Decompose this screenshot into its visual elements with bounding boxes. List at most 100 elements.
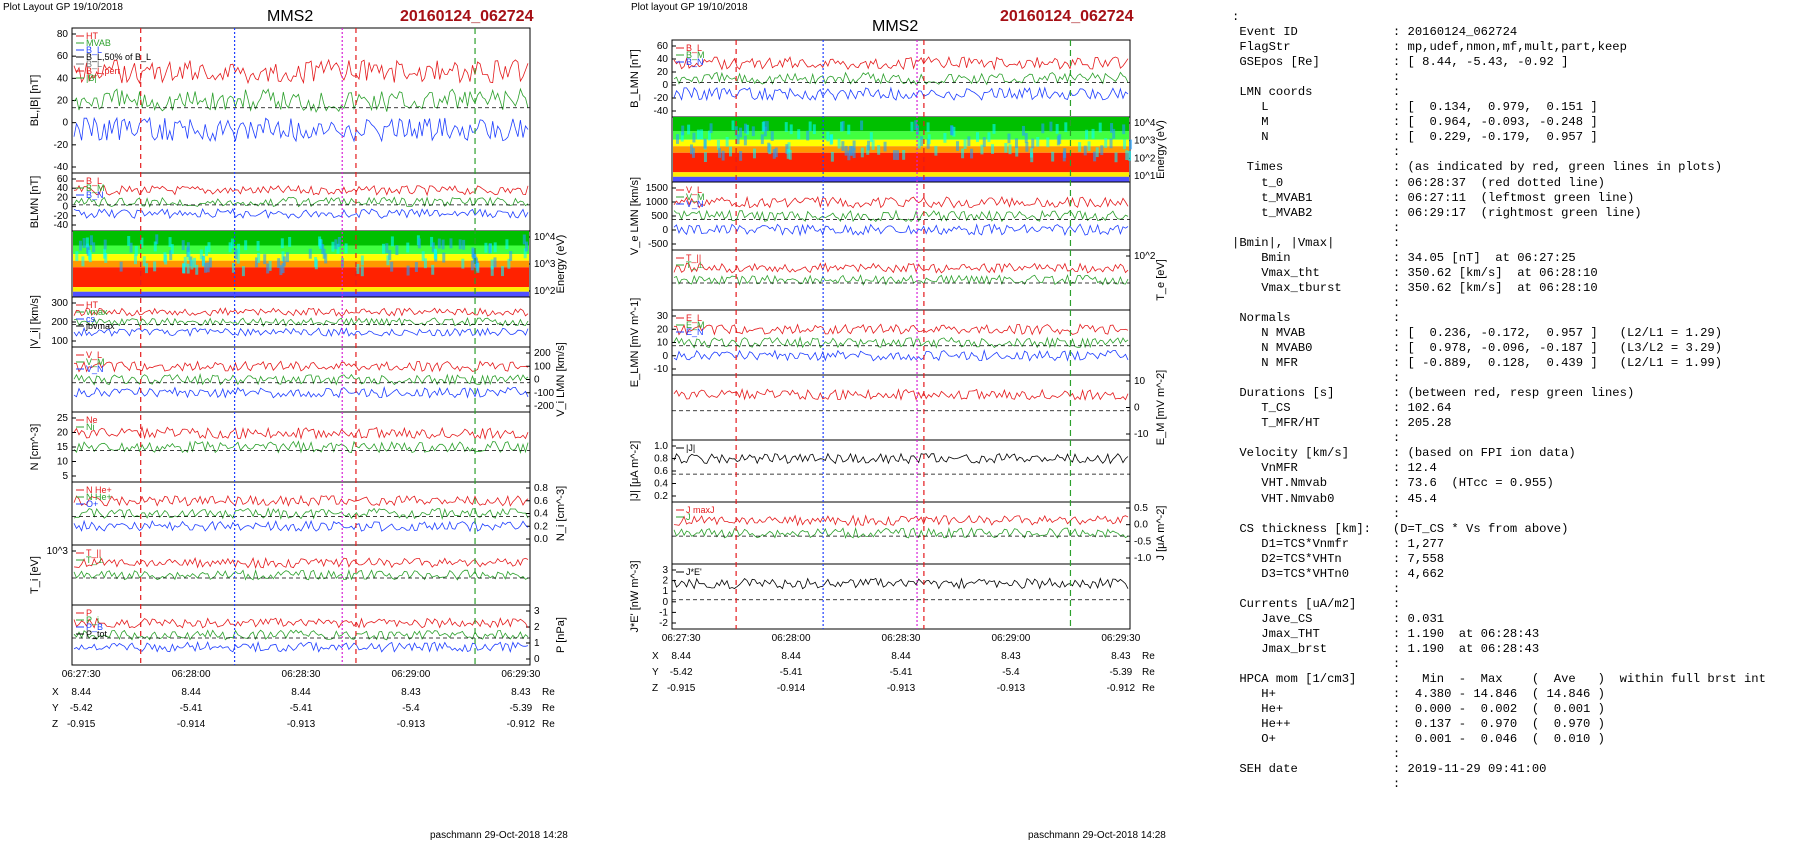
x-tick-label: 06:29:30 bbox=[501, 669, 540, 680]
spectrogram-speckle bbox=[752, 148, 756, 159]
legend-label: V_N bbox=[86, 364, 104, 374]
y-axis-label: Energy (eV) bbox=[1155, 120, 1167, 179]
y-tick-label: 0 bbox=[662, 597, 668, 608]
spectrogram-speckle bbox=[830, 134, 834, 144]
spectrogram-speckle bbox=[386, 255, 390, 266]
position-row-label: Z bbox=[652, 683, 658, 694]
legend-label: B_N bbox=[686, 57, 704, 67]
spectrogram-speckle bbox=[895, 150, 899, 160]
spectrogram-speckle bbox=[774, 147, 778, 158]
spectrogram-speckle bbox=[431, 264, 435, 275]
panel-7: 10^3 T_i [eV] T_||T_⊥ bbox=[29, 544, 531, 606]
spectrogram-speckle bbox=[263, 254, 267, 265]
spectrogram-speckle bbox=[314, 259, 318, 270]
series-line bbox=[73, 556, 529, 570]
spectrogram-speckle bbox=[692, 132, 696, 143]
spectrogram-speckle bbox=[255, 257, 259, 268]
info-line: : bbox=[1232, 70, 1401, 85]
spectrogram-speckle bbox=[1122, 124, 1126, 135]
spectrogram-speckle bbox=[133, 254, 137, 265]
spectrogram-speckle bbox=[344, 243, 348, 254]
y-axis-label: T_e [eV] bbox=[1155, 259, 1167, 301]
spectrogram-speckle bbox=[841, 141, 845, 151]
info-line: : bbox=[1232, 747, 1401, 762]
series-line bbox=[673, 452, 1129, 465]
spectrogram-speckle bbox=[509, 251, 513, 261]
legend-label: V_L bbox=[86, 350, 102, 360]
spectrogram-speckle bbox=[205, 246, 209, 257]
spectrogram-speckle bbox=[318, 238, 322, 249]
info-line: t_MVAB1 : 06:27:11 (leftmost green line) bbox=[1232, 190, 1635, 205]
position-row-label: Y bbox=[652, 667, 659, 678]
info-line: O+ : 0.001 - 0.046 ( 0.010 ) bbox=[1232, 732, 1605, 747]
info-line: Velocity [km/s] : (based on FPI ion data… bbox=[1232, 446, 1576, 461]
spectrogram-speckle bbox=[187, 250, 191, 261]
spectrogram-speckle bbox=[1078, 142, 1082, 152]
series-line bbox=[73, 385, 529, 399]
spectrogram-speckle bbox=[785, 144, 789, 154]
y-tick-label: 60 bbox=[657, 41, 669, 52]
spectrogram-speckle bbox=[1025, 142, 1029, 152]
spectrogram-speckle bbox=[787, 142, 791, 152]
series-line bbox=[73, 629, 529, 641]
position-value: 8.44 bbox=[181, 687, 201, 698]
info-line: Vmax_tburst : 350.62 [km/s] at 06:28:10 bbox=[1232, 280, 1598, 295]
panel-1: 10^4 10^3 10^2 10^1 Energy (eV) bbox=[671, 116, 1167, 183]
series-line bbox=[673, 348, 1129, 362]
legend-label: P_i bbox=[86, 615, 99, 625]
spectrogram-speckle bbox=[860, 147, 864, 158]
info-line: : bbox=[1232, 506, 1401, 521]
spectrogram-speckle bbox=[1109, 138, 1113, 149]
spectrogram-speckle bbox=[943, 133, 947, 143]
y-tick-label: 0.6 bbox=[654, 466, 668, 477]
info-line: : bbox=[1232, 220, 1401, 235]
info-line: Currents [uA/m2] : bbox=[1232, 596, 1401, 611]
series-line bbox=[73, 519, 529, 533]
position-row-label: Z bbox=[52, 719, 58, 730]
spectrogram-speckle bbox=[788, 149, 792, 160]
info-line: He+ : 0.000 - 0.002 ( 0.001 ) bbox=[1232, 702, 1605, 717]
series-line bbox=[73, 568, 529, 581]
spectrogram-speckle bbox=[975, 132, 979, 142]
position-value: -0.913 bbox=[287, 719, 316, 730]
position-value: 8.43 bbox=[401, 687, 421, 698]
y-tick-label: 10^1 bbox=[1134, 171, 1156, 182]
spectrogram-speckle bbox=[963, 139, 967, 150]
y-tick-label: -200 bbox=[534, 401, 554, 412]
spectrogram-speckle bbox=[423, 258, 427, 269]
info-line: t_0 : 06:28:37 (red dotted line) bbox=[1232, 175, 1605, 190]
spectrogram-speckle bbox=[675, 134, 679, 144]
position-value: -5.41 bbox=[180, 703, 203, 714]
spectrogram-speckle bbox=[493, 257, 497, 268]
middle-title: MMS2 bbox=[872, 18, 919, 35]
y-axis-label: |V_i| [km/s] bbox=[29, 295, 41, 349]
spectrogram-speckle bbox=[183, 256, 187, 267]
spectrogram-speckle bbox=[308, 248, 312, 259]
series-line bbox=[673, 86, 1129, 102]
y-tick-label: -40 bbox=[654, 106, 669, 117]
y-tick-label: 1500 bbox=[646, 183, 669, 194]
spectrogram-speckle bbox=[390, 261, 394, 272]
spectrogram-speckle bbox=[1055, 123, 1059, 134]
position-value: 8.44 bbox=[671, 651, 691, 662]
spectrogram-speckle bbox=[360, 266, 364, 277]
spectrogram-speckle bbox=[1014, 138, 1018, 149]
spectrogram-speckle bbox=[916, 125, 920, 136]
spectrogram-speckle bbox=[437, 238, 441, 249]
series-line bbox=[73, 640, 529, 654]
spectrogram-speckle bbox=[808, 121, 812, 132]
position-value: -0.912 bbox=[507, 719, 536, 730]
position-value: -5.42 bbox=[670, 667, 693, 678]
position-value: -5.42 bbox=[70, 703, 93, 714]
y-tick-label: 80 bbox=[57, 29, 69, 40]
position-value: -0.913 bbox=[997, 683, 1026, 694]
spectrogram-speckle bbox=[812, 124, 816, 135]
spectrogram-speckle bbox=[1008, 144, 1012, 155]
spectrogram-speckle bbox=[1062, 151, 1066, 162]
spectrogram-speckle bbox=[281, 251, 285, 262]
y-tick-label: 10^3 bbox=[1134, 136, 1156, 147]
spectrogram-speckle bbox=[927, 134, 931, 145]
y-tick-label: 0.2 bbox=[654, 491, 668, 502]
spectrogram-band bbox=[673, 172, 1129, 177]
position-value: -0.914 bbox=[777, 683, 806, 694]
